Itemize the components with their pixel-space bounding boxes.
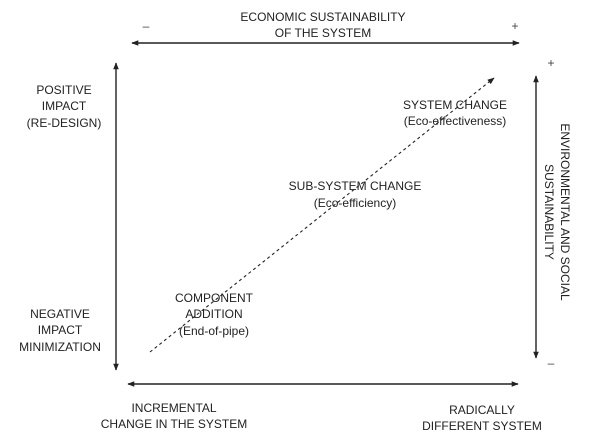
component-addition-line1: COMPONENT xyxy=(175,291,254,305)
positive-impact-label: POSITIVE IMPACT (RE-DESIGN) xyxy=(27,83,102,130)
innovation-path-dashed-arrow xyxy=(149,77,495,353)
negative-impact-line3: MINIMIZATION xyxy=(19,340,101,354)
positive-impact-line3: (RE-DESIGN) xyxy=(27,116,102,130)
incremental-change-label: INCREMENTAL CHANGE IN THE SYSTEM xyxy=(101,401,247,431)
environmental-axis-title-line1: ENVIRONMENTAL AND SOCIAL xyxy=(558,123,572,301)
sub-system-change-subtitle: (Eco-efficiency) xyxy=(314,196,396,210)
sub-system-change-stage: SUB-SYSTEM CHANGE (Eco-efficiency) xyxy=(289,179,422,210)
radically-different-label: RADICALLY DIFFERENT SYSTEM xyxy=(422,403,542,433)
component-addition-stage: COMPONENT ADDITION (End-of-pipe) xyxy=(175,291,254,338)
system-change-stage: SYSTEM CHANGE (Eco-effectiveness) xyxy=(403,98,507,128)
component-addition-line3: (End-of-pipe) xyxy=(179,324,249,338)
negative-impact-line2: IMPACT xyxy=(38,323,83,337)
incremental-line1: INCREMENTAL xyxy=(131,401,216,415)
radical-line2: DIFFERENT SYSTEM xyxy=(422,419,542,433)
system-change-title: SYSTEM CHANGE xyxy=(403,98,507,112)
sub-system-change-title: SUB-SYSTEM CHANGE xyxy=(289,179,422,193)
economic-axis-minus-sign: – xyxy=(143,19,150,33)
economic-axis-title-line2: OF THE SYSTEM xyxy=(275,26,371,40)
environmental-axis-title-line2: SUSTAINABILITY xyxy=(542,164,556,260)
economic-axis-plus-sign: + xyxy=(511,19,518,33)
negative-impact-line1: NEGATIVE xyxy=(30,307,90,321)
economic-sustainability-axis: ECONOMIC SUSTAINABILITY OF THE SYSTEM – … xyxy=(131,10,520,46)
positive-impact-line2: IMPACT xyxy=(42,99,87,113)
system-change-subtitle: (Eco-effectiveness) xyxy=(404,114,507,128)
negative-impact-label: NEGATIVE IMPACT MINIMIZATION xyxy=(19,307,101,354)
positive-impact-line1: POSITIVE xyxy=(36,83,91,97)
incremental-line2: CHANGE IN THE SYSTEM xyxy=(101,417,247,431)
economic-axis-title-line1: ECONOMIC SUSTAINABILITY xyxy=(240,10,405,24)
environmental-axis-minus-sign: – xyxy=(548,356,555,370)
radical-line1: RADICALLY xyxy=(449,403,515,417)
component-addition-line2: ADDITION xyxy=(185,307,242,321)
environmental-social-axis: + – ENVIRONMENTAL AND SOCIAL SUSTAINABIL… xyxy=(533,56,572,370)
environmental-axis-plus-sign: + xyxy=(547,56,554,70)
